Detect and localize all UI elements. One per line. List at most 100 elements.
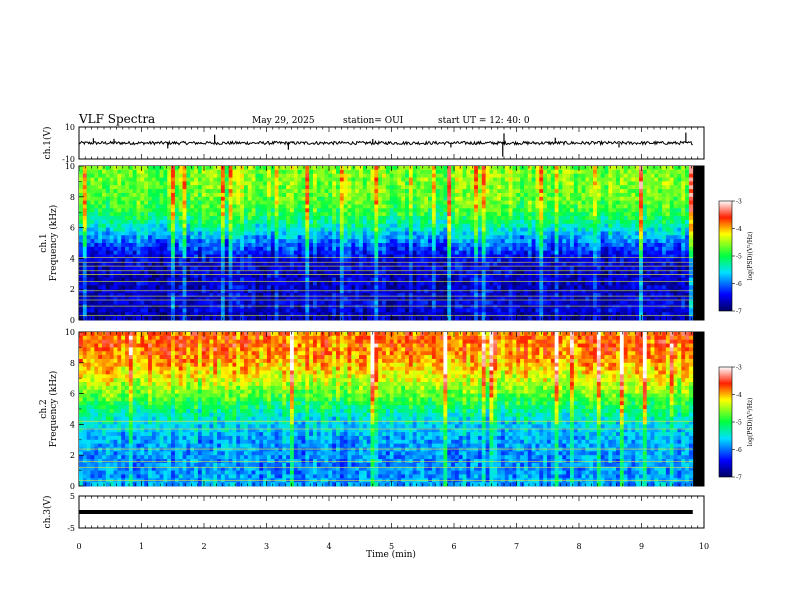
spectrogram-cell xyxy=(458,281,463,286)
spectrogram-cell xyxy=(305,269,310,275)
spectrogram-cell xyxy=(278,219,283,225)
spectrogram-cell xyxy=(523,185,529,190)
spectrogram-cell xyxy=(305,204,310,209)
spectrogram-cell xyxy=(435,192,440,198)
spectrogram-cell xyxy=(585,258,590,263)
spectrogram-cell xyxy=(121,277,126,282)
spectrogram-cell xyxy=(431,181,437,186)
spectrogram-cell xyxy=(673,212,678,217)
spectrogram-cell xyxy=(673,243,678,248)
spectrogram-cell xyxy=(282,208,287,213)
spectrogram-cell xyxy=(516,189,521,194)
spectrogram-cell xyxy=(178,277,183,282)
spectrogram-cell xyxy=(332,192,337,198)
spectrogram-cell xyxy=(125,269,130,275)
spectrogram-cell xyxy=(470,192,475,198)
spectrogram-cell xyxy=(201,208,206,213)
spectrogram-cell xyxy=(79,269,84,275)
spectrogram-cell xyxy=(550,277,556,282)
spectrogram-cell xyxy=(562,231,567,236)
spectrogram-cell xyxy=(293,231,299,236)
spectrogram-cell xyxy=(312,239,318,244)
spectrogram-cell xyxy=(608,173,613,178)
spectrogram-cell xyxy=(500,219,506,225)
spectrogram-cell xyxy=(232,243,237,248)
spectrogram-cell xyxy=(155,196,160,202)
spectrogram-cell xyxy=(573,223,579,228)
spectrogram-cell xyxy=(205,262,210,267)
spectrogram-cell xyxy=(485,223,490,228)
spectrogram-cell xyxy=(316,250,322,255)
spectrogram-cell xyxy=(627,169,632,175)
spectrogram-cell xyxy=(209,277,214,282)
spectrogram-cell xyxy=(393,266,398,271)
spectrogram-cell xyxy=(121,200,126,205)
spectrogram-cell xyxy=(573,208,579,213)
spectrogram-cell xyxy=(627,262,632,267)
spectrogram-cell xyxy=(378,227,383,232)
spectrogram-cell xyxy=(240,192,245,198)
spectrogram-cell xyxy=(332,169,337,175)
spectrogram-cell xyxy=(194,204,199,209)
spectrogram-cell xyxy=(543,246,548,252)
spectrogram-cell xyxy=(336,231,341,236)
spectrogram-cell xyxy=(451,216,456,221)
spectrogram-cell xyxy=(332,273,337,279)
spectrogram-cell xyxy=(654,204,659,209)
spectrogram-cell xyxy=(228,246,233,252)
spectrogram-cell xyxy=(646,212,651,217)
spectrogram-cell xyxy=(205,239,210,244)
spectrogram-cell xyxy=(470,219,475,225)
spectrogram-cell xyxy=(266,185,272,190)
spectrogram-cell xyxy=(140,231,145,236)
spectrogram-cell xyxy=(194,212,199,217)
spectrogram-cell xyxy=(125,216,130,221)
spectrogram-cell xyxy=(320,169,325,175)
spectrogram-cell xyxy=(485,239,490,244)
spectrogram-cell xyxy=(639,235,644,240)
spectrogram-cell xyxy=(454,173,460,178)
spectrogram-cell xyxy=(79,192,84,198)
spectrogram-cell xyxy=(654,254,659,259)
spectrogram-cell xyxy=(171,243,176,248)
spectrogram-cell xyxy=(117,266,122,271)
spectrogram-cell xyxy=(94,258,99,263)
spectrogram-cell xyxy=(171,196,176,202)
spectrogram-cell xyxy=(462,196,467,202)
spectrogram-cell xyxy=(148,189,153,194)
spectrogram-cell xyxy=(512,185,517,190)
spectrogram-cell xyxy=(577,281,582,286)
spectrogram-cell xyxy=(82,169,88,175)
spectrogram-cell xyxy=(443,281,448,286)
spectrogram-cell xyxy=(570,258,575,263)
spectrogram-cell xyxy=(243,189,249,194)
spectrogram-cell xyxy=(213,212,218,217)
spectrogram-cell xyxy=(125,273,130,279)
spectrogram-cell xyxy=(186,239,191,244)
spectrogram-cell xyxy=(393,254,398,259)
spectrogram-cell xyxy=(470,235,475,240)
spectrogram-cell xyxy=(389,246,394,252)
spectrogram-cell xyxy=(435,243,440,248)
spectrogram-cell xyxy=(382,189,387,194)
spectrogram-cell xyxy=(531,277,536,282)
spectrogram-cell xyxy=(466,189,471,194)
spectrogram-cell xyxy=(604,166,609,171)
spectrogram-cell xyxy=(98,277,103,282)
spectrogram-cell xyxy=(669,281,674,286)
spectrogram-cell xyxy=(508,166,513,171)
spectrogram-cell xyxy=(619,223,625,228)
spectrogram-cell xyxy=(205,169,210,175)
spectrogram-cell xyxy=(500,239,506,244)
spectrogram-cell xyxy=(520,266,525,271)
spectrogram-cell xyxy=(577,212,582,217)
spectrogram-cell xyxy=(477,185,483,190)
spectrogram-cell xyxy=(102,243,107,248)
spectrogram-cell xyxy=(520,212,525,217)
spectrogram-cell xyxy=(301,243,306,248)
spectrogram-cell xyxy=(520,246,525,252)
spectrogram-cell xyxy=(439,216,444,221)
spectrogram-cell xyxy=(585,273,590,279)
spectrogram-cell xyxy=(316,243,322,248)
spectrogram-cell xyxy=(171,173,176,178)
